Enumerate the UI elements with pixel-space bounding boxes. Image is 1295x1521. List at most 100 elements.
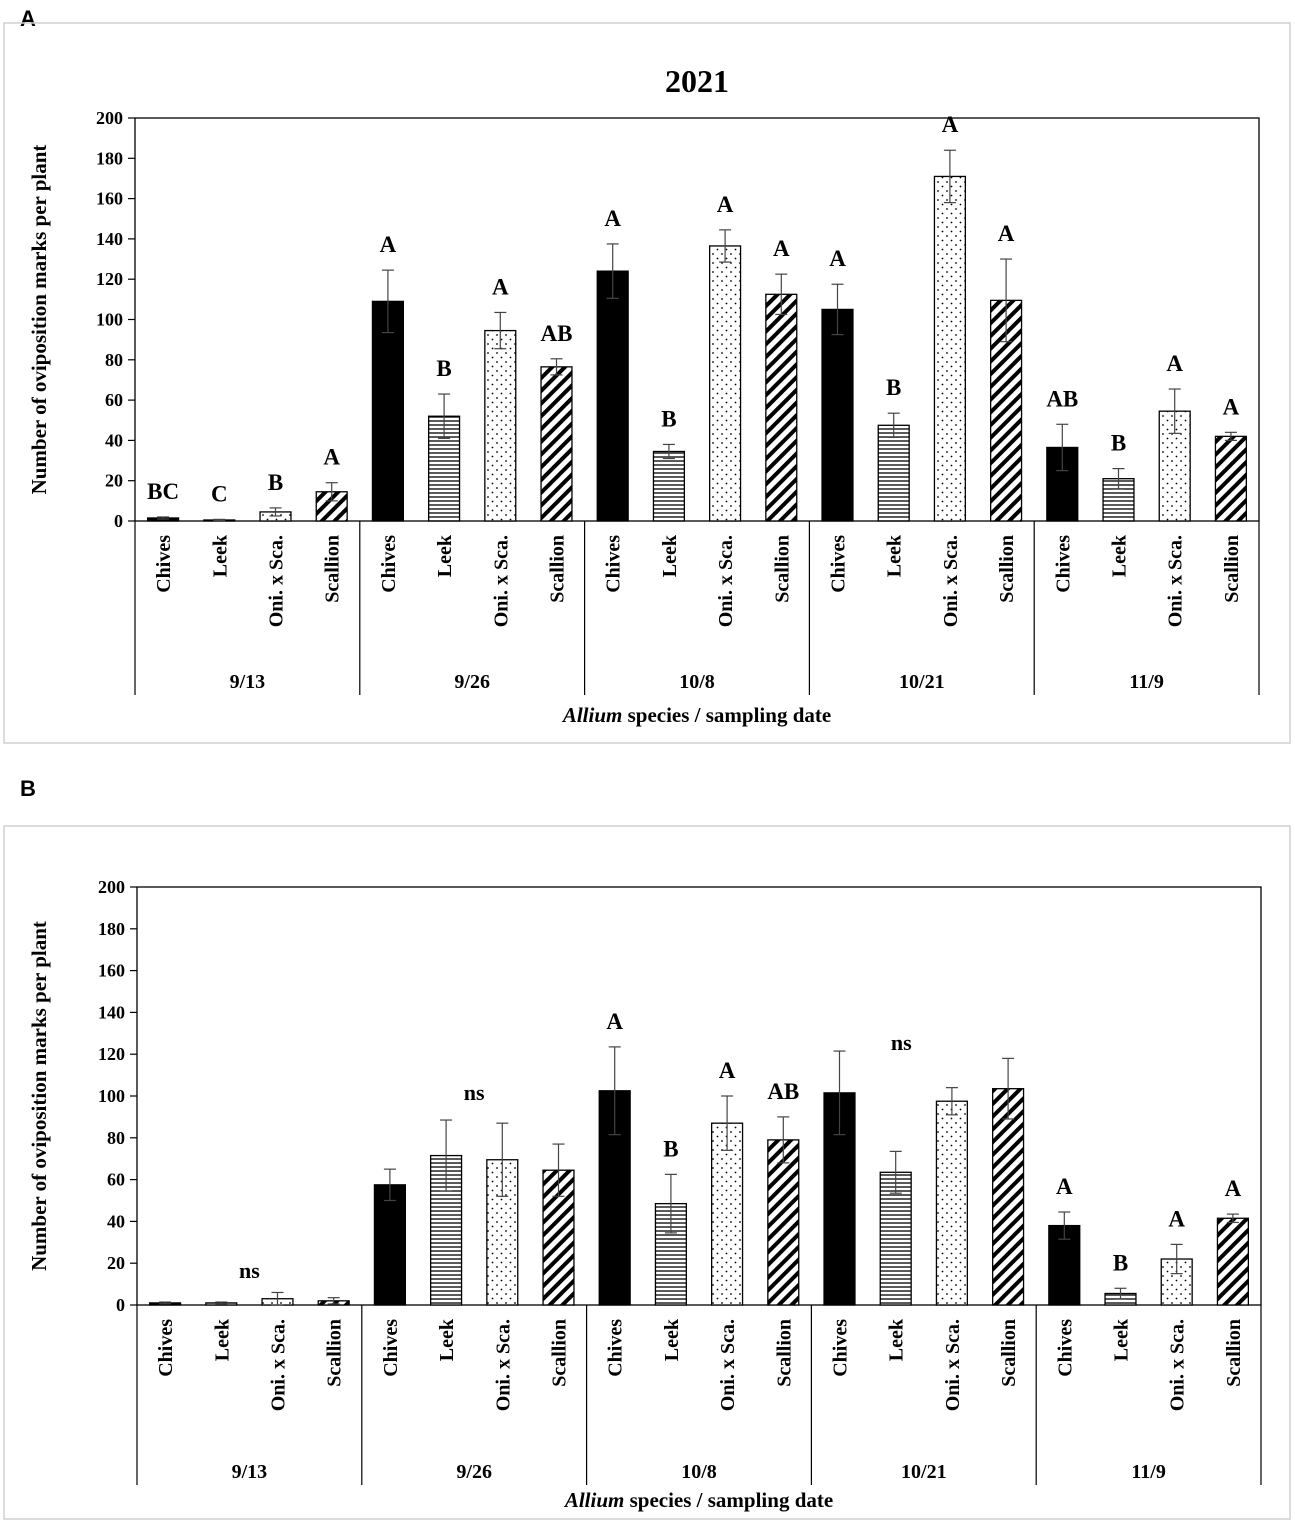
y-tick-label: 20: [105, 471, 123, 491]
significance-letter: B: [1113, 1250, 1128, 1275]
significance-letter: A: [1056, 1174, 1073, 1199]
significance-letter: B: [1111, 431, 1126, 456]
species-label: Chives: [378, 535, 400, 593]
panel-label-a: A: [20, 6, 36, 31]
group-date-label: 10/8: [679, 671, 715, 693]
y-tick-label: 140: [96, 229, 123, 249]
group-date-label: 9/13: [230, 671, 266, 693]
species-label: Chives: [1052, 535, 1074, 593]
significance-letter: A: [719, 1058, 736, 1083]
species-label: Oni. x Sca.: [1167, 1319, 1189, 1411]
species-label: Chives: [155, 1319, 177, 1377]
significance-letter: A: [1225, 1176, 1242, 1201]
significance-letter: A: [492, 274, 509, 299]
group-date-label: 10/8: [681, 1461, 717, 1483]
significance-letter: AB: [767, 1079, 799, 1104]
species-label: Chives: [605, 1319, 627, 1377]
species-label: Scallion: [996, 535, 1018, 603]
species-label: Chives: [1054, 1319, 1076, 1377]
bar: [877, 424, 910, 522]
group-date-label: 11/9: [1129, 671, 1163, 693]
significance-letter: A: [380, 232, 397, 257]
x-axis-label: Allium species / sampling date: [561, 703, 831, 727]
group-date-label: 9/26: [456, 1461, 492, 1483]
ns-annotation: ns: [239, 1258, 260, 1283]
species-label: Oni. x Sca.: [940, 535, 962, 627]
significance-letter: A: [1223, 394, 1240, 419]
species-label: Oni. x Sca.: [715, 535, 737, 627]
y-tick-label: 0: [116, 1295, 125, 1315]
species-label: Scallion: [547, 535, 569, 603]
significance-letter: BC: [147, 479, 179, 504]
species-label: Chives: [830, 1319, 852, 1377]
significance-letter: A: [1166, 351, 1183, 376]
species-label: Leek: [211, 1318, 233, 1361]
bar: [710, 1122, 744, 1306]
bar: [652, 450, 686, 522]
group-date-label: 11/9: [1131, 1461, 1165, 1483]
species-label: Leek: [209, 534, 231, 577]
chart-panel-a: 2021 0 20 40 60 80 100 120 140 160 180 200 Number of…: [3, 22, 1291, 744]
species-label: Chives: [828, 535, 850, 593]
species-label: Oni. x Sca.: [942, 1319, 964, 1411]
species-label: Scallion: [1223, 1319, 1245, 1387]
group-date-label: 9/13: [232, 1461, 268, 1483]
y-tick-label: 60: [105, 390, 123, 410]
species-label: Oni. x Sca.: [490, 535, 512, 627]
chart-panel-b: 0 20 40 60 80 100 120 140 160 180 200 Number of ovi…: [3, 825, 1291, 1520]
y-tick-label: 40: [107, 1211, 125, 1231]
y-axis-label: Number of oviposition marks per plant: [27, 145, 51, 495]
species-label: Leek: [1109, 534, 1131, 577]
bar: [879, 1171, 912, 1306]
bar: [767, 1139, 800, 1306]
y-tick-label: 60: [107, 1170, 125, 1190]
chart-frame: [3, 825, 1291, 1520]
species-label: Scallion: [771, 535, 793, 603]
y-tick-label: 140: [98, 1002, 125, 1022]
y-tick-label: 160: [98, 961, 125, 981]
species-label: Leek: [436, 1318, 458, 1361]
significance-letter: B: [268, 470, 283, 495]
significance-letter: A: [323, 445, 340, 470]
species-label: Oni. x Sca.: [266, 535, 288, 627]
species-label: Scallion: [324, 1319, 346, 1387]
species-label: Chives: [603, 535, 625, 593]
species-label: Chives: [153, 535, 175, 593]
bar: [540, 366, 573, 522]
species-label: Scallion: [773, 1319, 795, 1387]
species-label: Scallion: [1221, 535, 1243, 603]
plot-area: [136, 886, 1262, 1306]
bar: [484, 329, 517, 522]
significance-letter: AB: [1046, 386, 1078, 411]
species-label: Leek: [659, 534, 681, 577]
group-date-label: 10/21: [901, 1461, 947, 1483]
panel-label-b: B: [20, 776, 36, 801]
bar: [596, 270, 629, 522]
species-label: Oni. x Sca.: [1165, 535, 1187, 627]
species-label: Oni. x Sca.: [717, 1319, 739, 1411]
significance-letter: A: [942, 112, 959, 137]
species-label: Chives: [380, 1319, 402, 1377]
species-label: Leek: [434, 534, 456, 577]
bar: [765, 293, 798, 522]
species-label: Leek: [661, 1318, 683, 1361]
significance-letter: A: [717, 192, 734, 217]
chart-frame: [3, 22, 1291, 744]
bar: [933, 175, 967, 522]
y-tick-label: 200: [98, 877, 125, 897]
significance-letter: A: [829, 246, 846, 271]
y-tick-label: 80: [107, 1128, 125, 1148]
significance-letter: A: [606, 1009, 623, 1034]
significance-letter: B: [663, 1136, 678, 1161]
y-tick-label: 40: [105, 430, 123, 450]
bar: [935, 1100, 969, 1306]
species-label: Oni. x Sca.: [492, 1319, 514, 1411]
group-date-label: 10/21: [899, 671, 945, 693]
y-tick-label: 160: [96, 189, 123, 209]
bar: [708, 245, 742, 522]
y-tick-label: 120: [96, 269, 123, 289]
species-label: Leek: [1111, 1318, 1133, 1361]
species-label: Oni. x Sca.: [268, 1319, 290, 1411]
bar: [1214, 435, 1248, 522]
significance-letter: B: [436, 356, 451, 381]
